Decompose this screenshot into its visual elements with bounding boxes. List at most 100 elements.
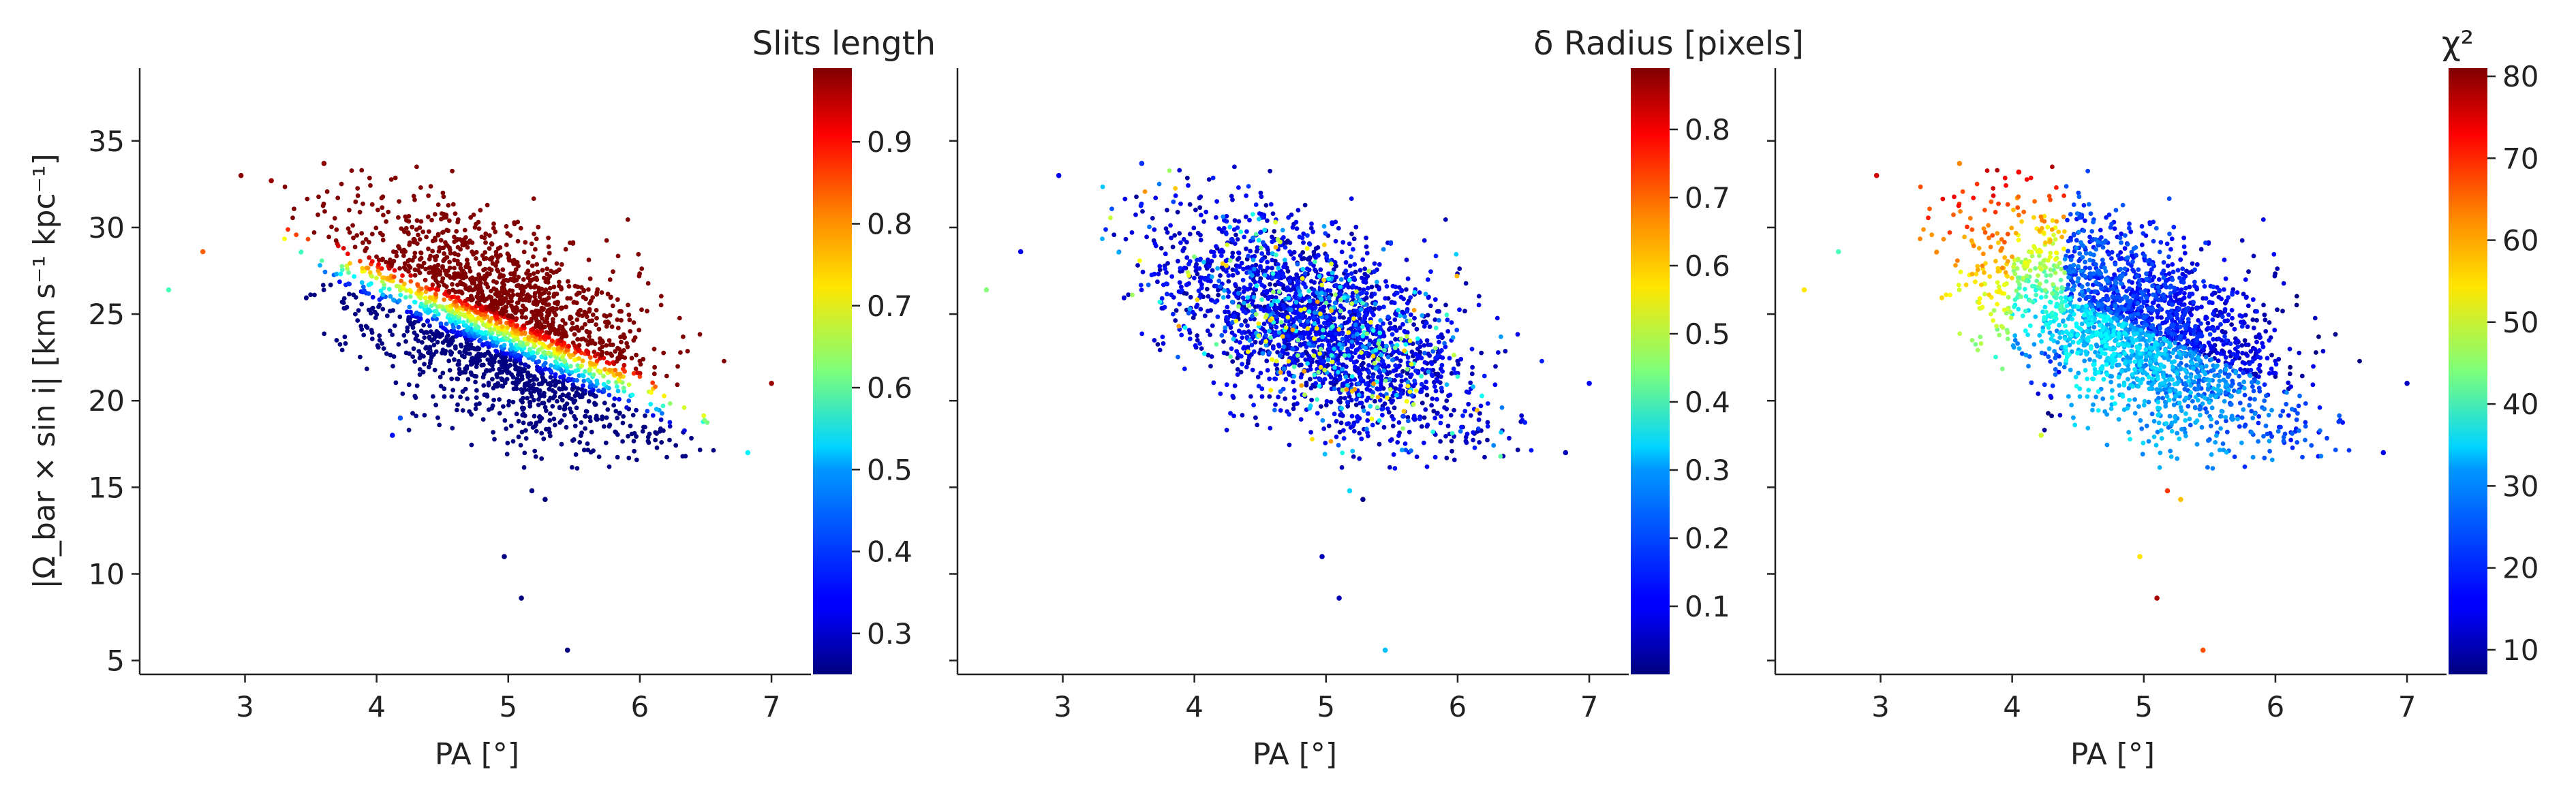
scatter-point: [1308, 403, 1313, 409]
scatter-point: [1411, 308, 1417, 313]
scatter-point: [510, 292, 516, 298]
scatter-point: [1387, 320, 1393, 326]
scatter-point: [592, 349, 597, 354]
scatter-point: [1144, 234, 1149, 240]
scatter-point: [491, 221, 496, 226]
scatter-point: [1391, 369, 1396, 373]
scatter-point: [399, 249, 405, 254]
scatter-point: [1322, 377, 1328, 381]
scatter-point: [615, 384, 619, 389]
scatter-point: [1285, 333, 1291, 339]
scatter-point: [349, 168, 354, 173]
scatter-point: [390, 332, 395, 337]
colorbar-tick-label: 0.7: [867, 290, 913, 323]
scatter-point: [316, 212, 320, 217]
scatter-point: [380, 307, 386, 312]
scatter-point: [617, 351, 623, 356]
scatter-point: [643, 413, 647, 418]
scatter-point: [620, 420, 626, 426]
scatter-point: [571, 437, 577, 442]
scatter-point: [1424, 320, 1429, 326]
scatter-point: [408, 309, 413, 315]
colorbar-tick-label: 0.4: [1685, 386, 1730, 419]
scatter-point: [523, 436, 529, 441]
scatter-point: [1406, 418, 1411, 424]
scatter-point: [1413, 388, 1419, 393]
scatter-point: [540, 307, 545, 313]
scatter-point: [1264, 290, 1270, 296]
scatter-point: [1366, 375, 1371, 380]
scatter-point: [1235, 225, 1240, 230]
scatter-point: [1469, 347, 1475, 351]
scatter-point: [1232, 383, 1238, 388]
scatter-point: [547, 418, 553, 423]
scatter-point: [1377, 345, 1382, 351]
scatter-point: [361, 201, 365, 206]
scatter-point: [1361, 408, 1366, 413]
scatter-point: [1225, 316, 1231, 321]
scatter-point: [1292, 388, 1297, 393]
scatter-point: [519, 429, 525, 435]
scatter-point: [1377, 324, 1383, 330]
scatter-point: [682, 428, 687, 433]
scatter-point: [401, 253, 406, 258]
scatter-point: [1259, 297, 1264, 302]
scatter-point: [1439, 386, 1444, 391]
scatter-point: [1186, 328, 1192, 332]
scatter-point: [1321, 277, 1326, 283]
scatter-point: [1370, 422, 1375, 428]
scatter-point: [607, 338, 612, 343]
scatter-point: [451, 325, 456, 330]
scatter-point: [386, 209, 391, 215]
scatter-point: [1493, 364, 1498, 369]
scatter-point: [1253, 415, 1258, 420]
scatter-point: [1411, 413, 1417, 419]
scatter-point: [455, 262, 461, 267]
scatter-point: [1184, 255, 1190, 260]
scatter-point: [557, 394, 563, 400]
scatter-point: [1522, 420, 1528, 425]
scatter-point: [1214, 284, 1219, 289]
scatter-point: [1165, 292, 1169, 297]
scatter-point: [370, 294, 375, 300]
scatter-point: [539, 456, 545, 461]
scatter-point: [1206, 177, 1212, 182]
scatter-point: [1214, 215, 1218, 220]
scatter-point: [520, 407, 525, 412]
scatter-point: [622, 362, 627, 368]
scatter-point: [1499, 334, 1503, 339]
scatter-point: [508, 423, 514, 428]
scatter-point: [1159, 246, 1164, 251]
scatter-point: [510, 399, 516, 405]
scatter-point: [1424, 392, 1430, 398]
scatter-point: [445, 268, 450, 273]
scatter-point: [539, 431, 545, 436]
scatter-point: [1197, 341, 1202, 346]
scatter-point: [1291, 256, 1296, 261]
scatter-point: [1440, 369, 1445, 374]
scatter-point: [405, 309, 410, 315]
scatter-point: [501, 404, 506, 409]
scatter-point: [1238, 340, 1242, 345]
scatter-point: [446, 342, 452, 347]
scatter-point: [469, 412, 474, 417]
scatter-point: [463, 264, 468, 270]
scatter-point: [1360, 257, 1366, 262]
scatter-point: [1377, 330, 1383, 336]
scatter-point: [1216, 292, 1221, 298]
scatter-point: [1273, 245, 1278, 250]
scatter-point: [470, 249, 475, 255]
scatter-point: [1390, 358, 1395, 362]
scatter-point: [1359, 436, 1364, 441]
scatter-point: [1417, 389, 1423, 394]
scatter-point: [639, 307, 644, 313]
scatter-point: [1205, 328, 1210, 334]
scatter-point: [341, 246, 346, 251]
scatter-point: [557, 386, 562, 391]
scatter-point: [1221, 295, 1226, 300]
scatter-point: [1306, 288, 1311, 294]
scatter-point: [337, 279, 342, 285]
scatter-point: [2229, 322, 2235, 327]
scatter-point: [1206, 264, 1212, 269]
scatter-point: [572, 300, 577, 304]
